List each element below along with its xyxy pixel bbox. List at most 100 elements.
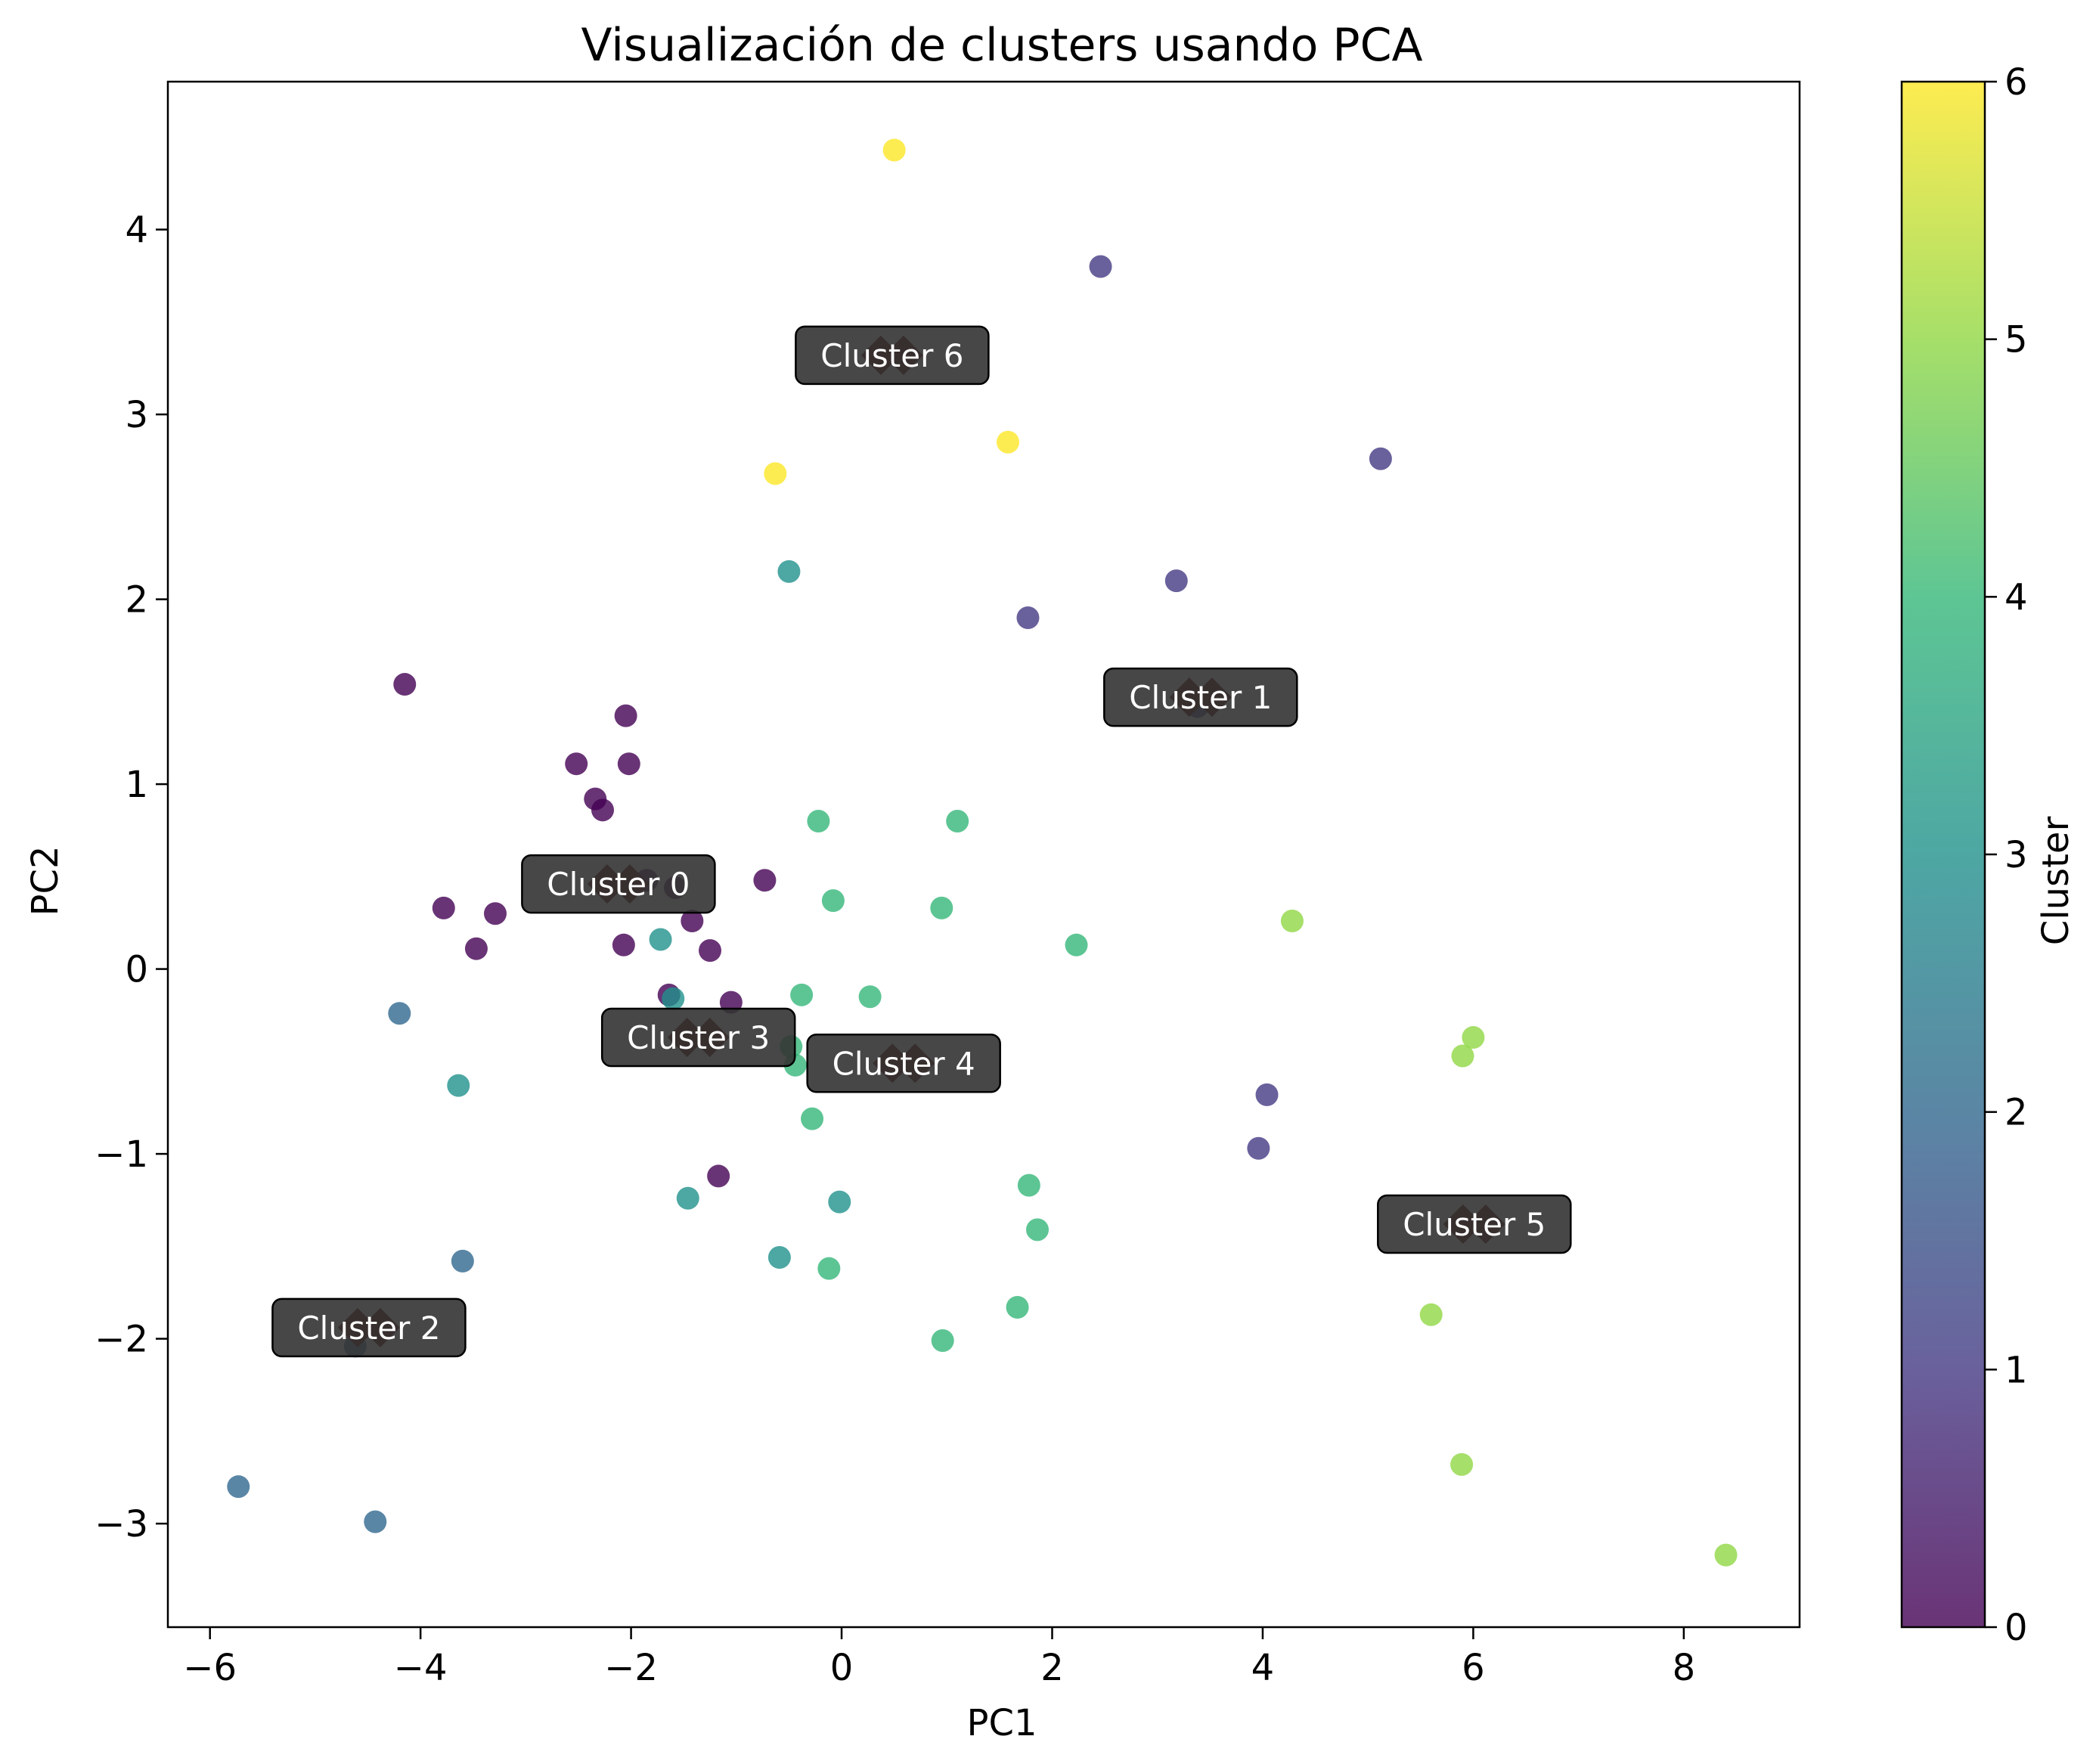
x-tick-label: −4 (394, 1647, 448, 1689)
x-tick-label: 0 (830, 1647, 854, 1689)
cluster-1-point (1164, 569, 1188, 593)
centroid-label-box (521, 854, 716, 914)
cluster-0-point (591, 798, 615, 822)
x-axis-label: PC1 (967, 1702, 1037, 1744)
cluster-1-point (1016, 606, 1040, 630)
centroid-label: Cluster 0 (547, 866, 690, 903)
centroid-cluster-4: Cluster 4 (806, 1034, 1001, 1093)
colorbar-tick-label: 3 (2005, 834, 2028, 876)
cluster-6-point (882, 138, 906, 162)
colorbar-tick-label: 0 (2005, 1607, 2028, 1649)
centroid-cluster-5: Cluster 5 (1377, 1194, 1572, 1254)
cluster-0-point (393, 673, 417, 696)
cluster-0-point (612, 933, 635, 956)
cluster-0-point (565, 752, 588, 776)
cluster-3-point (662, 987, 685, 1010)
colorbar-tick-label: 6 (2005, 61, 2028, 104)
colorbar-tick-label: 1 (2005, 1349, 2028, 1391)
centroid-cluster-6: Cluster 6 (795, 325, 990, 386)
cluster-4-point (931, 1329, 954, 1353)
centroid-label: Cluster 3 (627, 1019, 770, 1056)
cluster-4-point (821, 889, 845, 913)
cluster-5-point (1450, 1452, 1474, 1476)
cluster-2-point (364, 1510, 387, 1533)
y-tick-label: 1 (125, 764, 148, 806)
y-axis-label: PC2 (24, 846, 67, 916)
cluster-5-point (1280, 910, 1304, 933)
centroid-label: Cluster 5 (1403, 1206, 1546, 1243)
centroid-cluster-2: Cluster 2 (271, 1297, 467, 1358)
centroid-label: Cluster 4 (833, 1045, 975, 1082)
cluster-4-point (1065, 933, 1088, 956)
cluster-4-point (1006, 1296, 1029, 1319)
cluster-4-point (946, 809, 969, 832)
y-axis: −3 −2 −1 0 1 2 3 4 (95, 209, 168, 1545)
cluster-4-point (1017, 1173, 1040, 1197)
cluster-5-point (1419, 1303, 1443, 1326)
cluster-4-point (1026, 1218, 1050, 1242)
cluster-1-point (1369, 447, 1392, 470)
cluster-0-point (699, 939, 722, 963)
colorbar-gradient (1902, 82, 1985, 1627)
colorbar-tick-label: 4 (2005, 576, 2028, 618)
x-axis: −6 −4 −2 0 2 4 6 8 (183, 1627, 1695, 1689)
cluster-0-point (617, 752, 640, 776)
cluster-4-point (817, 1257, 841, 1280)
cluster-5-point (1462, 1026, 1485, 1049)
centroid-cluster-0: Cluster 0 (521, 854, 716, 914)
cluster-3-point (676, 1186, 699, 1210)
centroid-label: Cluster 2 (297, 1310, 440, 1347)
cluster-3-point (649, 928, 672, 951)
cluster-0-point (753, 869, 777, 892)
centroid-label-box (806, 1034, 1001, 1093)
y-tick-label: 3 (125, 394, 148, 436)
cluster-4-point (801, 1107, 824, 1130)
x-tick-label: 6 (1462, 1647, 1485, 1689)
plot-frame (166, 80, 1801, 1629)
cluster-2-point (451, 1249, 474, 1273)
cluster-4-point (790, 983, 814, 1006)
colorbar-label: Cluster (2035, 817, 2077, 946)
y-tick-label: −1 (95, 1133, 148, 1176)
cluster-5-point (1714, 1543, 1738, 1567)
cluster-0-point (483, 902, 507, 925)
cluster-4-point (858, 985, 882, 1009)
cluster-0-point (464, 937, 488, 960)
cluster-3-point (767, 1246, 791, 1270)
y-tick-label: 2 (125, 579, 148, 622)
x-tick-label: −2 (604, 1647, 658, 1689)
colorbar: 0 1 2 3 4 5 6 (1900, 61, 2028, 1649)
centroid-label-box (1377, 1194, 1572, 1254)
cluster-1-point (1255, 1083, 1279, 1106)
cluster-0-point (432, 896, 455, 919)
cluster-4-point (807, 809, 830, 832)
x-tick-label: −6 (183, 1647, 237, 1689)
centroid-cluster-1: Cluster 1 (1103, 667, 1298, 727)
x-tick-label: 4 (1251, 1647, 1275, 1689)
y-tick-label: −3 (95, 1503, 148, 1545)
x-tick-label: 8 (1673, 1647, 1696, 1689)
cluster-3-point (447, 1074, 470, 1097)
cluster-0-point (614, 704, 637, 727)
centroid-label-box (600, 1007, 796, 1068)
cluster-4-point (930, 896, 953, 919)
y-tick-label: −2 (95, 1319, 148, 1361)
centroid-layer: Cluster 0 Cluster 1 Cluster 2 Cluster 3 Clus… (271, 325, 1572, 1358)
centroid-label-box (1103, 667, 1298, 727)
cluster-6-point (997, 430, 1020, 454)
y-tick-label: 0 (125, 949, 148, 991)
cluster-5-point (1451, 1044, 1474, 1068)
y-tick-label: 4 (125, 209, 148, 252)
colorbar-tick-label: 2 (2005, 1092, 2028, 1134)
cluster-3-point (777, 560, 801, 583)
cluster-2-point (227, 1475, 250, 1499)
cluster-1-point (1089, 255, 1112, 278)
centroid-label: Cluster 6 (820, 337, 963, 374)
colorbar-tick-label: 5 (2005, 319, 2028, 361)
cluster-1-point (1247, 1136, 1270, 1160)
cluster-2-point (388, 1002, 411, 1025)
cluster-0-point (707, 1164, 730, 1188)
cluster-6-point (764, 462, 787, 485)
